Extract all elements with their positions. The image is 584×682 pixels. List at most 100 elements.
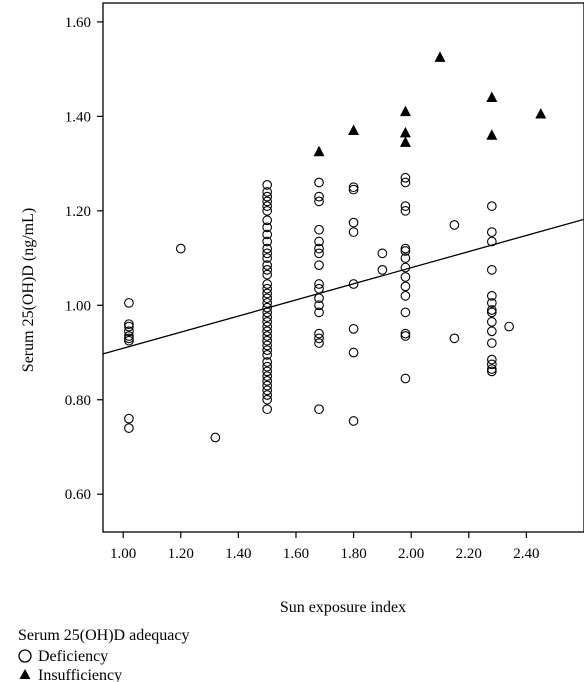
deficiency-point bbox=[262, 345, 273, 356]
deficiency-point bbox=[262, 222, 273, 233]
deficiency-point bbox=[262, 366, 273, 377]
deficiency-point bbox=[124, 298, 134, 308]
deficiency-point bbox=[377, 265, 388, 275]
deficiency-point bbox=[314, 196, 324, 207]
deficiency-point bbox=[262, 385, 273, 396]
deficiency-point bbox=[348, 182, 359, 193]
y-tick-label: 1.60 bbox=[65, 15, 91, 31]
deficiency-point bbox=[400, 328, 411, 339]
deficiency-point bbox=[262, 205, 273, 216]
insufficiency-point bbox=[399, 105, 411, 117]
deficiency-point bbox=[314, 328, 324, 339]
deficiency-point bbox=[486, 236, 497, 247]
insufficiency-point bbox=[486, 91, 498, 102]
deficiency-point bbox=[400, 331, 411, 341]
deficiency-point bbox=[262, 298, 273, 308]
deficiency-point bbox=[314, 338, 324, 348]
x-tick-label: 1.60 bbox=[283, 546, 309, 562]
data-points bbox=[124, 51, 547, 443]
deficiency-point bbox=[486, 307, 497, 318]
deficiency-point bbox=[262, 340, 273, 351]
deficiency-point bbox=[486, 354, 497, 365]
y-tick-label: 0.80 bbox=[65, 393, 91, 409]
deficiency-point bbox=[262, 260, 273, 270]
y-axis: 0.60 0.80 1.00 1.20 1.40 1.60 bbox=[65, 15, 103, 503]
deficiency-point bbox=[262, 326, 273, 337]
deficiency-point bbox=[486, 298, 497, 308]
regression-line bbox=[102, 218, 584, 355]
deficiency-point bbox=[175, 243, 186, 254]
deficiency-point bbox=[262, 279, 273, 289]
insufficiency-point bbox=[313, 145, 325, 157]
deficiency-point bbox=[124, 326, 134, 337]
deficiency-point bbox=[348, 416, 359, 426]
deficiency-point bbox=[314, 177, 324, 188]
deficiency-point bbox=[314, 191, 324, 202]
deficiency-point bbox=[449, 220, 460, 230]
deficiency-point bbox=[314, 333, 324, 344]
deficiency-point bbox=[124, 423, 134, 433]
deficiency-point bbox=[262, 394, 273, 405]
deficiency-point bbox=[314, 300, 324, 311]
insufficiency-point bbox=[535, 107, 547, 119]
y-tick-label: 1.40 bbox=[65, 109, 91, 125]
deficiency-point bbox=[486, 227, 497, 237]
deficiency-point bbox=[262, 371, 273, 381]
deficiency-point bbox=[314, 260, 324, 270]
deficiency-point bbox=[262, 357, 273, 367]
y-tick-label: 0.60 bbox=[65, 487, 91, 503]
deficiency-point bbox=[486, 338, 497, 348]
deficiency-point bbox=[348, 324, 359, 334]
legend-insufficiency-label: Insufficiency bbox=[38, 667, 122, 682]
x-tick-label: 1.00 bbox=[110, 546, 136, 562]
deficiency-point bbox=[262, 269, 273, 280]
deficiency-point bbox=[314, 224, 324, 235]
deficiency-point bbox=[262, 196, 273, 207]
deficiency-point bbox=[400, 272, 411, 282]
legend-insufficiency-marker bbox=[19, 669, 31, 679]
deficiency-point bbox=[262, 361, 273, 372]
insufficiency-point bbox=[348, 124, 360, 136]
x-tick-label: 2.20 bbox=[456, 546, 482, 562]
deficiency-point bbox=[486, 201, 497, 211]
deficiency-point bbox=[314, 236, 324, 247]
deficiency-point bbox=[486, 305, 497, 315]
deficiency-point bbox=[486, 364, 497, 374]
deficiency-point bbox=[262, 390, 273, 400]
deficiency-point bbox=[400, 246, 411, 256]
deficiency-point bbox=[262, 321, 273, 332]
deficiency-point bbox=[262, 307, 273, 318]
deficiency-point bbox=[314, 293, 324, 304]
x-axis-label: Sun exposure index bbox=[280, 599, 406, 616]
deficiency-point bbox=[262, 335, 273, 346]
deficiency-point bbox=[314, 404, 324, 415]
insufficiency-point bbox=[399, 136, 411, 147]
deficiency-point bbox=[400, 172, 411, 183]
deficiency-point bbox=[262, 201, 273, 211]
plot-frame bbox=[102, 2, 584, 533]
deficiency-point bbox=[348, 184, 359, 195]
deficiency-point bbox=[314, 243, 324, 254]
deficiency-point bbox=[124, 321, 134, 332]
y-axis-label: Serum 25(OH)D (ng/mL) bbox=[20, 208, 37, 372]
deficiency-point bbox=[262, 376, 273, 386]
deficiency-point bbox=[262, 253, 273, 263]
deficiency-point bbox=[400, 281, 411, 292]
deficiency-point bbox=[314, 307, 324, 318]
deficiency-point bbox=[486, 290, 497, 301]
deficiency-point bbox=[348, 227, 359, 237]
deficiency-point bbox=[262, 404, 273, 415]
deficiency-point bbox=[262, 350, 273, 360]
deficiency-point bbox=[314, 248, 324, 259]
deficiency-point bbox=[124, 413, 134, 424]
x-tick-label: 1.20 bbox=[168, 546, 194, 562]
deficiency-point bbox=[486, 265, 497, 275]
legend-title: Serum 25(OH)D adequacy bbox=[18, 627, 190, 644]
deficiency-point bbox=[210, 432, 221, 443]
plot-area bbox=[102, 2, 584, 533]
deficiency-point bbox=[262, 283, 273, 294]
deficiency-point bbox=[262, 302, 273, 313]
deficiency-point bbox=[314, 279, 324, 289]
deficiency-point bbox=[262, 288, 273, 299]
